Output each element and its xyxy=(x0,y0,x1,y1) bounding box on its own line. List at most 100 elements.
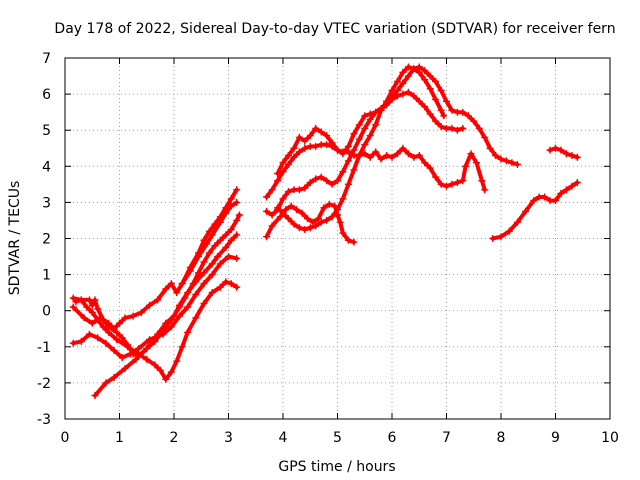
data-point xyxy=(176,303,183,311)
data-point xyxy=(208,289,216,297)
data-point xyxy=(320,204,328,212)
data-point xyxy=(69,303,77,311)
data-point xyxy=(205,249,213,257)
data-point xyxy=(443,182,450,190)
data-point xyxy=(426,164,434,172)
data-point xyxy=(432,117,440,125)
data-point xyxy=(334,206,341,214)
data-point xyxy=(72,298,80,306)
data-point xyxy=(137,309,145,316)
data-point xyxy=(323,216,331,224)
chart-title: Day 178 of 2022, Sidereal Day-to-day VTE… xyxy=(54,21,615,37)
data-point xyxy=(293,206,301,214)
data-point xyxy=(361,141,369,149)
data-point xyxy=(546,146,554,154)
data-point xyxy=(235,211,243,219)
data-point xyxy=(443,97,450,105)
data-point xyxy=(448,124,456,132)
data-point xyxy=(184,303,192,311)
y-tick-label: 3 xyxy=(42,195,51,211)
data-point xyxy=(437,123,445,131)
data-point xyxy=(225,253,232,260)
data-point xyxy=(410,65,418,73)
data-point xyxy=(129,312,137,320)
y-tick-label: 2 xyxy=(42,232,51,248)
data-point xyxy=(323,141,331,149)
data-point xyxy=(227,280,235,288)
data-point xyxy=(86,330,93,338)
series-line xyxy=(93,232,239,398)
data-point xyxy=(350,166,358,174)
data-point xyxy=(184,328,192,336)
data-point xyxy=(195,249,202,257)
data-point xyxy=(306,132,314,140)
data-point xyxy=(216,213,224,221)
data-point xyxy=(377,106,385,114)
x-tick-label: 2 xyxy=(170,430,179,446)
x-tick-label: 5 xyxy=(333,430,342,446)
data-point xyxy=(339,195,347,203)
y-tick-label: 1 xyxy=(42,268,51,284)
data-point xyxy=(464,112,472,120)
data-point xyxy=(132,355,140,363)
data-point xyxy=(344,157,352,165)
data-point xyxy=(486,144,494,152)
series-line xyxy=(490,180,580,241)
data-point xyxy=(328,213,336,221)
data-point xyxy=(426,110,434,118)
data-point xyxy=(437,106,445,114)
data-point xyxy=(314,215,322,223)
data-point xyxy=(208,271,216,279)
data-point xyxy=(192,314,200,322)
series-13 xyxy=(546,144,581,161)
data-point xyxy=(426,72,434,80)
data-point xyxy=(336,218,344,226)
data-point xyxy=(284,152,292,159)
data-series xyxy=(69,63,581,399)
data-point xyxy=(216,260,224,268)
data-point xyxy=(522,207,529,215)
x-tick-label: 8 xyxy=(497,430,506,446)
data-point xyxy=(404,150,412,158)
data-point xyxy=(355,135,363,143)
data-point xyxy=(323,177,331,185)
data-point xyxy=(233,254,241,262)
y-tick-label: -1 xyxy=(37,340,51,356)
data-point xyxy=(432,78,440,85)
x-axis-label: GPS time / hours xyxy=(278,459,395,475)
data-point xyxy=(309,218,317,226)
data-point xyxy=(162,285,170,293)
data-point xyxy=(361,112,369,120)
data-point xyxy=(88,309,96,316)
data-point xyxy=(366,153,374,161)
data-point xyxy=(116,319,123,327)
data-point xyxy=(301,137,309,145)
data-point xyxy=(279,159,287,167)
x-tick-label: 9 xyxy=(551,430,560,446)
data-point xyxy=(146,301,153,309)
data-point xyxy=(94,334,102,342)
data-point xyxy=(69,339,77,347)
data-point xyxy=(497,233,505,241)
data-point xyxy=(344,236,352,244)
data-point xyxy=(263,207,271,215)
data-point xyxy=(404,63,412,71)
data-point xyxy=(287,202,295,210)
x-tick-label: 3 xyxy=(224,430,233,446)
data-point xyxy=(366,132,374,140)
data-point xyxy=(227,195,235,203)
data-point xyxy=(459,108,467,116)
data-point xyxy=(372,148,380,156)
data-point xyxy=(216,236,224,244)
data-point xyxy=(77,337,85,345)
data-point xyxy=(317,128,325,136)
data-point xyxy=(530,197,538,205)
data-point xyxy=(366,110,374,118)
data-point xyxy=(325,200,333,208)
x-tick-label: 7 xyxy=(442,430,451,446)
data-point xyxy=(233,186,241,194)
data-point xyxy=(334,146,341,154)
data-point xyxy=(151,361,159,369)
data-point xyxy=(448,106,456,114)
